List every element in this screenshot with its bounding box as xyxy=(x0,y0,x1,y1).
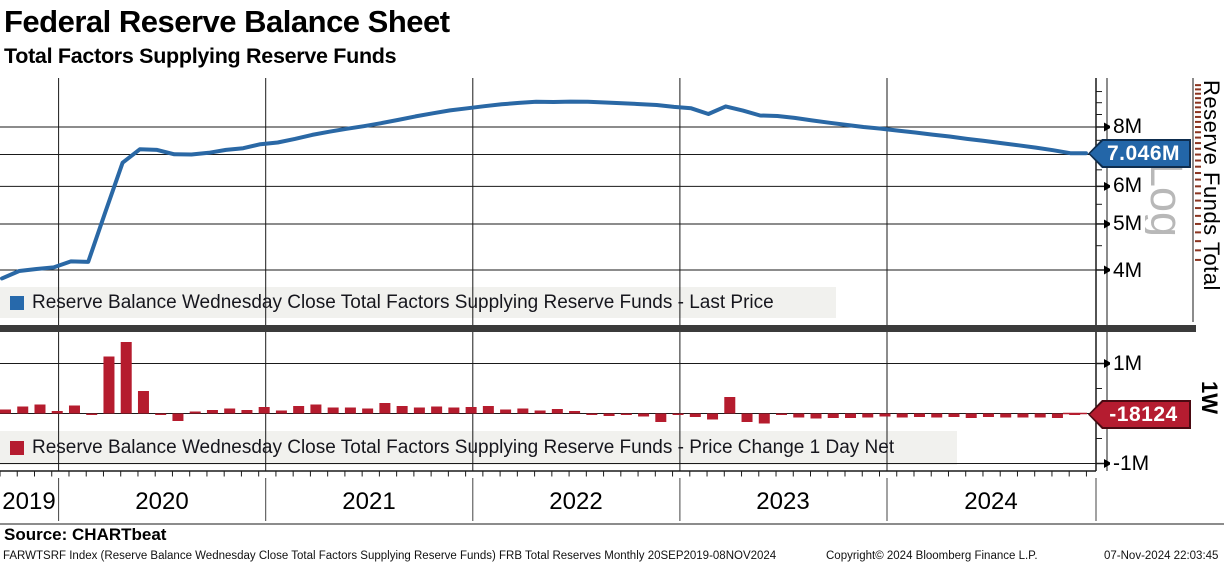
ytick-6m: 6M xyxy=(1110,172,1146,199)
page-subtitle: Total Factors Supplying Reserve Funds xyxy=(4,44,397,68)
xaxis-year-2022: 2022 xyxy=(549,488,603,515)
legend-line-label: Reserve Balance Wednesday Close Total Fa… xyxy=(32,291,774,313)
log-scale-watermark: Log xyxy=(1141,162,1192,238)
legend-line-series[interactable]: Reserve Balance Wednesday Close Total Fa… xyxy=(10,287,774,318)
legend-line-swatch xyxy=(10,295,24,310)
ytick-minus-1m: -1M xyxy=(1110,450,1153,477)
legend-bar-series[interactable]: Reserve Balance Wednesday Close Total Fa… xyxy=(10,431,894,465)
xaxis-year-2020: 2020 xyxy=(135,488,189,515)
right-axis-title: Reserve Funds Total xyxy=(1199,80,1224,291)
legend-bar-swatch xyxy=(10,441,24,455)
ytick-5m: 5M xyxy=(1110,210,1146,237)
xaxis-year-2021: 2021 xyxy=(342,488,396,515)
xaxis-year-2019: 2019 xyxy=(2,488,56,515)
period-1w-label: 1W xyxy=(1197,381,1222,414)
xaxis-year-2024: 2024 xyxy=(964,488,1018,515)
ytick-4m: 4M xyxy=(1110,257,1146,284)
ytick-1m: 1M xyxy=(1110,350,1146,377)
source-line: Source: CHARTbeat xyxy=(4,525,167,544)
legend-bar-label: Reserve Balance Wednesday Close Total Fa… xyxy=(32,437,895,458)
last-change-tag-value: -18124 xyxy=(1090,402,1189,427)
page-title: Federal Reserve Balance Sheet xyxy=(4,4,450,39)
last-price-tag-value: 7.046M xyxy=(1090,141,1189,166)
xaxis-year-2023: 2023 xyxy=(756,488,810,515)
footer-timestamp: 07-Nov-2024 22:03:45 xyxy=(1104,550,1219,562)
last-price-tag-line[interactable]: 7.046M xyxy=(1088,139,1191,168)
footer-copyright: Copyright© 2024 Bloomberg Finance L.P. xyxy=(826,550,1038,562)
ytick-8m: 8M xyxy=(1110,114,1146,140)
last-change-tag-bar[interactable]: -18124 xyxy=(1088,400,1191,429)
footer-ticker-info: FARWTSRF Index (Reserve Balance Wednesda… xyxy=(3,550,777,562)
